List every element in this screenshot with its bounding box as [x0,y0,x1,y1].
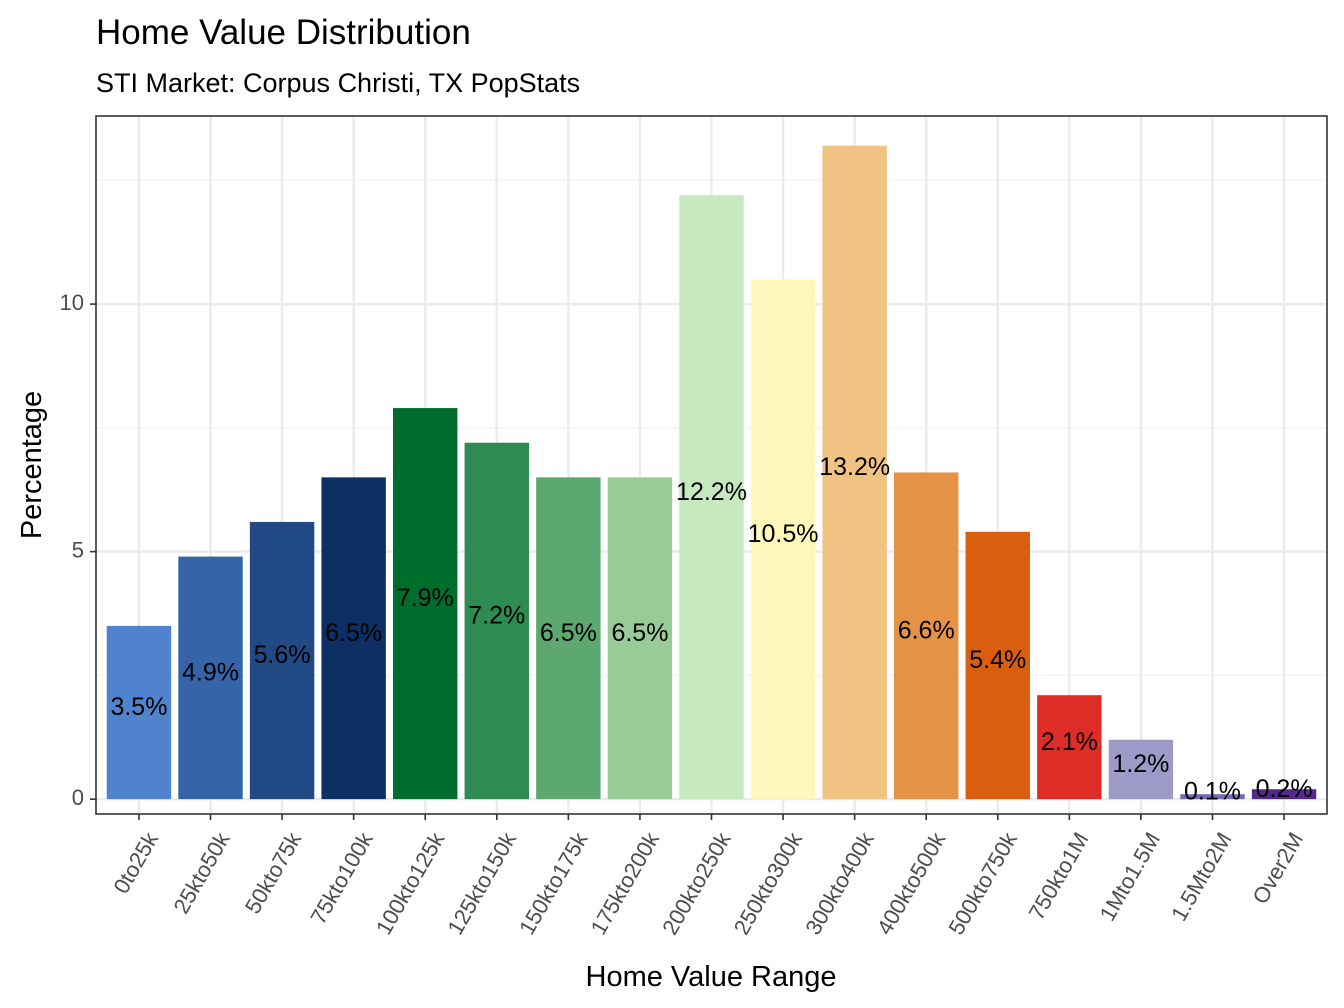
bar [822,145,887,800]
bar [321,477,386,800]
bar [106,625,172,800]
x-tick-label: 75kto100k [305,827,378,928]
x-tick-label: 1Mto1.5M [1095,828,1166,925]
x-tick-label: 300kto400k [800,827,879,939]
data-label: 2.1% [1041,728,1098,756]
data-label: 6.5% [611,619,668,647]
x-tick-label: Over2M [1247,828,1308,908]
x-tick-label: 125kto150k [442,827,521,939]
data-label: 7.9% [397,584,454,612]
x-tick-label: 1.5Mto2M [1166,828,1237,925]
bar [750,279,816,800]
data-label: 7.2% [468,602,525,630]
data-label: 0.2% [1256,775,1313,803]
data-label: 10.5% [748,520,819,548]
x-tick-label: 150kto175k [514,827,593,939]
x-tick-label: 25kto50k [168,827,235,918]
bar [965,531,1030,800]
bar [1108,739,1174,800]
y-tick-label: 5 [72,537,84,562]
data-label: 12.2% [676,478,747,506]
x-tick-label: 400kto500k [872,827,951,939]
data-label: 6.5% [325,619,382,647]
data-label: 3.5% [110,693,167,721]
x-tick-label: 250kto300k [729,827,808,939]
data-label: 6.6% [898,616,955,644]
bars [106,145,1317,800]
bar [536,477,601,800]
chart-title: Home Value Distribution [96,13,471,52]
x-tick-label: 0to25k [108,827,163,898]
x-tick-label: 750kto1M [1024,828,1094,924]
bar [249,521,315,800]
bar [894,472,959,800]
data-labels: 3.5% 4.9% 5.6% 6.5% 7.9% 7.2% 6.5% 6.5% 12.2%10.… [110,453,1312,805]
x-tick-label: 50kto75k [240,827,307,918]
bar [1251,789,1317,800]
bar [1180,794,1245,800]
x-tick-label: 500kto750k [943,827,1022,939]
x-axis: 0to25k 25kto50k 50kto75k 75kto100k100kto125… [108,814,1308,939]
y-tick-label: 0 [72,785,84,810]
data-label: 6.5% [540,619,597,647]
data-label: 5.6% [254,641,311,669]
data-label: 4.9% [182,658,239,686]
data-label: 1.2% [1112,750,1169,778]
y-axis-title: Percentage [16,391,48,539]
bar [178,556,243,800]
bar [607,477,673,800]
y-axis: 0 5 10 [60,290,96,810]
data-label: 13.2% [819,453,890,481]
x-axis-title: Home Value Range [586,961,837,993]
bar [679,195,744,800]
bar [393,408,458,800]
bar [464,442,529,800]
data-label: 5.4% [969,646,1026,674]
x-tick-label: 175kto200k [586,827,665,939]
data-label: 0.1% [1184,777,1241,805]
chart-subtitle: STI Market: Corpus Christi, TX PopStats [96,68,580,98]
bar [1037,695,1102,800]
y-tick-label: 10 [60,290,84,315]
x-tick-label: 100kto125k [371,827,450,939]
x-tick-label: 200kto250k [657,827,736,939]
